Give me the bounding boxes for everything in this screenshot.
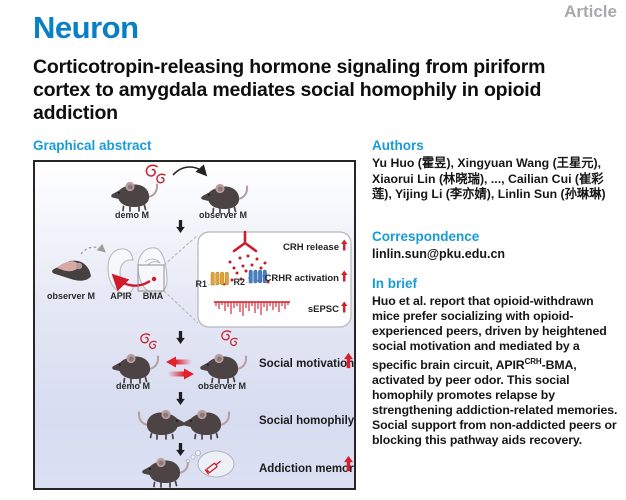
r1-receptor-icon	[207, 271, 230, 286]
transfer-arrow-icon	[172, 164, 208, 177]
mouse-illustration	[141, 456, 190, 488]
sepsc-trace-icon	[214, 301, 290, 316]
down-arrow-icon	[176, 220, 185, 233]
article-type-badge: Article	[564, 2, 617, 21]
demo-mouse-label: demo M	[115, 210, 149, 220]
odor-swirl-icon	[221, 330, 239, 347]
authors-heading: Authors	[372, 138, 424, 153]
observer-mouse-label: observer M	[199, 210, 247, 220]
correspondence-heading: Correspondence	[372, 228, 480, 244]
crh-release-label: CRH release	[283, 242, 339, 253]
down-arrow-icon	[176, 443, 185, 456]
graphical-abstract-heading: Graphical abstract	[33, 138, 152, 153]
in-brief-text-part2: -BMA, activated by peer odor. This socia…	[372, 357, 618, 447]
graphical-abstract-svg: demo M observer M observer M APIR BMA	[47, 164, 354, 488]
bma-region-label: BMA	[143, 291, 164, 301]
observer-mouse-illustration	[199, 352, 248, 385]
down-arrow-icon	[176, 331, 185, 344]
red-projection-arrow	[111, 273, 151, 292]
in-brief-text-part1: Huo et al. report that opioid-withdrawn …	[372, 293, 607, 372]
demo-mouse-illustration	[111, 352, 160, 385]
projection-origin-dot	[151, 276, 157, 282]
mouse-illustration	[137, 408, 186, 441]
demo-mouse-illustration	[110, 180, 159, 213]
zoom-box-outline	[137, 264, 165, 292]
observer-mouse-label: observer M	[198, 381, 246, 391]
demo-mouse-label: demo M	[116, 381, 150, 391]
observer-head-illustration	[52, 260, 91, 281]
apir-region-label: APIR	[110, 291, 132, 301]
crhr-activation-label: CRHR activation	[265, 273, 340, 284]
paper-title: Corticotropin-releasing hormone signalin…	[33, 56, 546, 124]
mutual-attraction-arrows	[166, 356, 194, 380]
r2-label: R2	[233, 277, 245, 287]
observer-mouse-illustration	[200, 182, 249, 215]
mouse-illustration	[182, 408, 231, 441]
addiction-memory-label: Addiction memory	[259, 463, 354, 475]
down-arrow-icon	[176, 392, 185, 405]
in-brief-superscript: CRH	[524, 356, 542, 366]
zoom-connector-lines	[163, 234, 199, 324]
in-brief-heading: In brief	[372, 275, 418, 291]
social-homophily-label: Social homophily	[259, 415, 354, 427]
r2-receptor-icon	[245, 269, 268, 284]
axon-terminal-icon	[232, 230, 258, 253]
journal-logo: Neuron	[33, 10, 139, 45]
thought-bubble-illustration	[185, 449, 235, 478]
odor-swirl-icon	[140, 333, 158, 350]
in-brief-paragraph: Huo et al. report that opioid-withdrawn …	[372, 294, 620, 448]
synapse-inset-panel: R1 R2 CRH release CRHR activation sEPSC	[195, 230, 352, 328]
correspondence-email[interactable]: linlin.sun@pku.edu.cn	[372, 246, 506, 261]
social-motivation-label: Social motivation	[259, 358, 354, 370]
graphical-abstract-figure: demo M observer M observer M APIR BMA	[33, 160, 356, 490]
authors-list: Yu Huo (霍昱), Xingyuan Wang (王星元), Xiaoru…	[372, 156, 606, 201]
r1-label: R1	[195, 279, 207, 289]
info-sidebar: Authors Yu Huo (霍昱), Xingyuan Wang (王星元)…	[372, 138, 620, 448]
sepsc-label: sEPSC	[308, 304, 339, 315]
dashed-arrow-icon	[80, 243, 106, 255]
odor-swirl-icon	[145, 164, 166, 184]
syringe-icon	[204, 460, 221, 475]
observer-head-label: observer M	[47, 291, 95, 301]
